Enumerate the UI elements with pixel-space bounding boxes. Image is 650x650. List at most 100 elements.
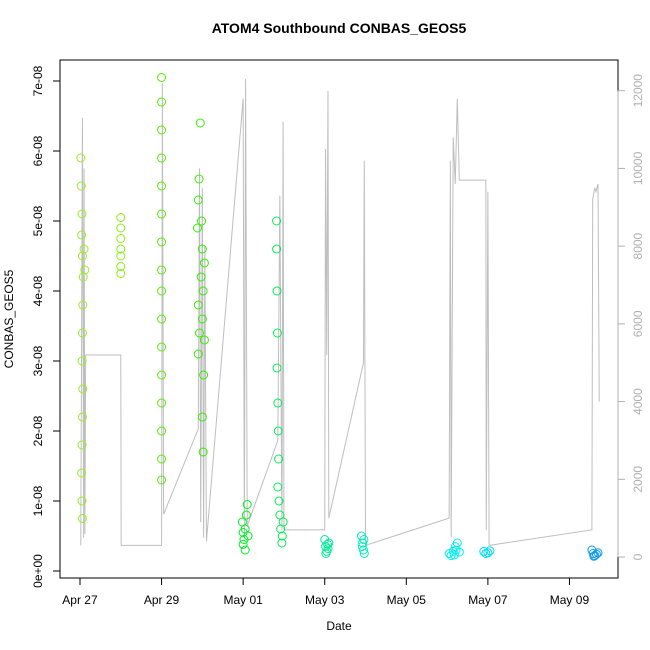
altitude-line [80, 79, 600, 547]
y2-tick-label: 2000 [631, 466, 645, 493]
right-axis: 0 2000 4000 6000 8000 10000 12000 [617, 74, 645, 560]
data-point [197, 216, 207, 226]
data-point [485, 546, 495, 556]
data-point [78, 384, 88, 394]
data-point [77, 496, 87, 506]
y-tick-label: 7e-08 [31, 65, 45, 96]
data-point [198, 286, 208, 296]
data-point [323, 539, 333, 549]
data-point [274, 454, 284, 464]
y-tick-label: 0e+00 [31, 554, 45, 588]
y2-tick-label: 8000 [631, 232, 645, 259]
data-point [483, 548, 493, 558]
data-point [157, 181, 167, 191]
data-point [77, 230, 87, 240]
data-point [242, 500, 252, 509]
x-tick-label: May 01 [223, 593, 263, 607]
data-point [77, 468, 87, 478]
x-tick-label: May 09 [550, 593, 590, 607]
data-point [272, 286, 282, 296]
data-point [241, 510, 251, 520]
data-point [79, 244, 89, 254]
data-point [321, 549, 331, 558]
y-tick-label: 4e-08 [31, 275, 45, 306]
y-tick-label: 2e-08 [31, 415, 45, 446]
data-point [199, 370, 209, 380]
data-point [78, 272, 88, 282]
x-tick-label: May 07 [468, 593, 508, 607]
x-tick-label: Apr 27 [62, 593, 98, 607]
data-point [238, 539, 248, 549]
data-point [157, 265, 167, 275]
data-point [479, 546, 489, 556]
data-point [199, 258, 209, 268]
data-point [451, 545, 461, 555]
y-tick-label: 5e-08 [31, 205, 45, 236]
data-point [198, 447, 208, 457]
data-point [273, 398, 283, 408]
data-point [157, 153, 167, 163]
data-point [196, 272, 206, 282]
y-tick-label: 1e-08 [31, 485, 45, 516]
y2-tick-label: 4000 [631, 388, 645, 415]
data-point [240, 545, 250, 555]
data-point [77, 412, 87, 422]
data-point [157, 475, 167, 485]
y-axis-label: CONBAS_GEOS5 [2, 269, 16, 368]
data-point [80, 265, 90, 275]
data-point [274, 496, 284, 506]
data-point [591, 549, 601, 559]
data-point [243, 531, 253, 541]
data-point [77, 356, 87, 366]
data-point [323, 544, 333, 554]
x-tick-label: Apr 29 [144, 593, 180, 607]
data-point [194, 174, 204, 184]
data-point [157, 286, 167, 296]
data-point [359, 549, 369, 558]
data-point [359, 535, 369, 544]
data-point [116, 262, 126, 271]
data-point [197, 412, 207, 422]
y-tick-label: 3e-08 [31, 345, 45, 376]
x-axis-label: Date [326, 619, 352, 633]
data-point [193, 300, 203, 310]
data-point [199, 335, 209, 345]
data-point [277, 538, 287, 548]
data-point [157, 370, 167, 380]
data-point [157, 314, 167, 324]
chart-title: ATOM4 Southbound CONBAS_GEOS5 [212, 20, 467, 36]
data-point [272, 244, 282, 254]
data-point [116, 251, 126, 261]
y2-tick-label: 12000 [631, 74, 645, 108]
data-point [157, 454, 167, 464]
data-point [157, 125, 167, 135]
data-point [357, 542, 367, 551]
data-point [452, 538, 462, 548]
data-point [116, 269, 126, 278]
plot-box [59, 59, 619, 579]
data-point [157, 342, 167, 352]
data-point [272, 363, 282, 373]
data-point [77, 514, 87, 523]
y2-tick-label: 0 [631, 553, 645, 560]
data-point [77, 209, 87, 219]
data-point [116, 213, 126, 222]
data-point [446, 551, 456, 561]
data-point [157, 426, 167, 436]
data-point [195, 328, 204, 338]
data-point [192, 223, 202, 233]
data-point [273, 482, 283, 492]
data-point [77, 440, 87, 450]
data-point [116, 223, 126, 233]
x-tick-label: May 05 [387, 593, 427, 607]
data-point [273, 426, 283, 436]
data-point [157, 73, 167, 82]
y-tick-label: 6e-08 [31, 135, 45, 166]
data-point [197, 244, 207, 254]
y2-tick-label: 10000 [631, 151, 645, 185]
data-point [277, 531, 287, 541]
data-point [193, 349, 203, 359]
data-point [589, 551, 599, 561]
y2-tick-label: 6000 [631, 310, 645, 337]
